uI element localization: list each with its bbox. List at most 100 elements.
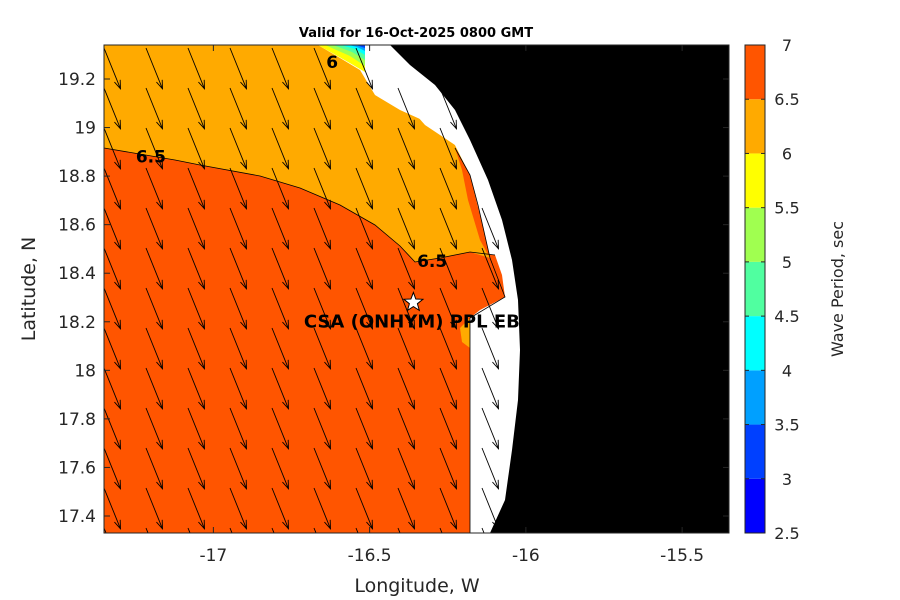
y-tick-label: 18.6 bbox=[58, 216, 96, 236]
wave-arrow bbox=[104, 87, 121, 131]
wave-arrow-head bbox=[324, 319, 331, 331]
wave-arrow-shaft bbox=[271, 447, 289, 489]
wave-arrow-shaft bbox=[397, 327, 415, 369]
colorbar-band bbox=[745, 424, 765, 479]
wave-arrow-head bbox=[324, 439, 331, 451]
wave-arrow-head bbox=[366, 79, 373, 91]
wave-arrow bbox=[187, 127, 205, 171]
x-tick-label: -15.5 bbox=[660, 546, 704, 566]
wave-arrow bbox=[187, 287, 205, 331]
wave-arrow-shaft bbox=[187, 287, 205, 329]
wave-arrow bbox=[313, 527, 317, 533]
wave-arrow bbox=[481, 247, 499, 291]
wave-arrow-head bbox=[114, 399, 121, 411]
wave-arrow bbox=[145, 287, 163, 331]
wave-arrow-shaft bbox=[355, 367, 373, 409]
wave-arrow-head bbox=[282, 479, 289, 491]
wave-arrow-shaft bbox=[271, 87, 289, 129]
wave-arrow bbox=[481, 207, 499, 251]
wave-arrow-head bbox=[492, 560, 498, 569]
wave-arrow-shaft bbox=[313, 47, 331, 89]
wave-arrow-shaft bbox=[397, 367, 415, 409]
wave-arrow bbox=[271, 327, 289, 371]
wave-arrow bbox=[145, 447, 163, 491]
y-tick-label: 17.4 bbox=[58, 507, 96, 527]
y-tick-label: 17.8 bbox=[58, 410, 96, 430]
wave-arrow bbox=[229, 167, 247, 211]
zone-6-6.5 bbox=[104, 45, 490, 262]
wave-arrow bbox=[313, 87, 331, 131]
wave-arrow-shaft bbox=[271, 287, 289, 329]
wave-arrow bbox=[481, 487, 499, 531]
wave-arrow bbox=[271, 407, 289, 451]
wave-arrow-shaft bbox=[313, 207, 331, 249]
wave-arrow-head bbox=[492, 319, 499, 331]
wave-arrow-shaft bbox=[313, 527, 317, 533]
wave-arrow-head bbox=[492, 519, 499, 531]
wave-arrow-shaft bbox=[481, 207, 499, 249]
wave-arrow bbox=[313, 47, 331, 91]
wave-arrow-head bbox=[450, 359, 457, 371]
y-axis-label: Latitude, N bbox=[18, 237, 40, 342]
x-tick-label: -17 bbox=[199, 546, 227, 566]
wave-arrow bbox=[481, 447, 499, 491]
wave-arrow-shaft bbox=[229, 207, 247, 249]
wave-arrow-shaft bbox=[313, 447, 331, 489]
wave-arrow-shaft bbox=[187, 127, 205, 169]
wave-arrow-shaft bbox=[397, 287, 415, 329]
wave-arrow bbox=[271, 527, 288, 569]
wave-arrow bbox=[355, 407, 373, 451]
wave-arrow-shaft bbox=[355, 327, 373, 369]
wave-arrow-head bbox=[114, 79, 121, 91]
wave-arrow-shaft bbox=[481, 287, 499, 329]
wave-arrow-shaft bbox=[271, 487, 289, 529]
wave-arrow-shaft bbox=[397, 87, 415, 129]
wave-arrow-shaft bbox=[229, 47, 247, 89]
wave-arrow bbox=[104, 207, 121, 251]
wave-arrow-shaft bbox=[187, 47, 205, 89]
wave-arrow-shaft bbox=[229, 447, 247, 489]
wave-arrow-shaft bbox=[439, 87, 457, 129]
wave-arrow-head bbox=[114, 199, 121, 211]
wave-arrow-shaft bbox=[229, 367, 247, 409]
wave-arrow bbox=[145, 247, 163, 291]
wave-arrow-shaft bbox=[313, 127, 331, 169]
wave-arrow-shaft bbox=[355, 247, 373, 289]
wave-arrow-head bbox=[240, 319, 247, 331]
wave-arrow-shaft bbox=[229, 87, 247, 129]
wave-arrow bbox=[481, 407, 499, 451]
wave-arrow-shaft bbox=[229, 487, 247, 529]
wave-arrow bbox=[439, 487, 457, 531]
wave-arrow bbox=[397, 247, 415, 291]
wave-arrow-shaft bbox=[104, 487, 121, 529]
wave-arrow-shaft bbox=[145, 327, 163, 369]
wave-arrow-shaft bbox=[439, 127, 457, 169]
colorbar-tick-label: 3 bbox=[782, 470, 792, 489]
wave-arrow-shaft bbox=[397, 447, 415, 489]
wave-arrow-head bbox=[156, 239, 163, 251]
zone-low-3.5 bbox=[356, 45, 365, 48]
wave-arrow-shaft bbox=[229, 327, 247, 369]
wave-arrow-head bbox=[408, 279, 415, 291]
wave-arrow bbox=[187, 487, 205, 531]
wave-arrow-head bbox=[156, 79, 163, 91]
wave-arrow-shaft bbox=[104, 127, 121, 169]
wave-arrow-shaft bbox=[439, 487, 457, 529]
wave-arrow-head bbox=[240, 560, 246, 569]
wave-arrow-head bbox=[450, 439, 457, 451]
wave-arrow-head bbox=[282, 560, 288, 569]
wave-arrow-head bbox=[492, 239, 499, 251]
wave-arrow-head bbox=[198, 239, 205, 251]
wave-arrow-head bbox=[198, 79, 205, 91]
wave-arrow-shaft bbox=[397, 527, 401, 533]
contour-line-6.5-coast bbox=[454, 147, 506, 533]
wave-arrow bbox=[271, 367, 289, 411]
wave-arrow-head bbox=[198, 479, 205, 491]
wave-arrow-head bbox=[492, 359, 499, 371]
wave-arrow bbox=[439, 247, 457, 291]
wave-arrow-head bbox=[450, 399, 457, 411]
colorbar-tick-label: 5.5 bbox=[774, 199, 799, 218]
wave-arrow bbox=[229, 287, 247, 331]
wave-arrow-shaft bbox=[439, 247, 457, 289]
wave-arrow-shaft bbox=[145, 207, 163, 249]
